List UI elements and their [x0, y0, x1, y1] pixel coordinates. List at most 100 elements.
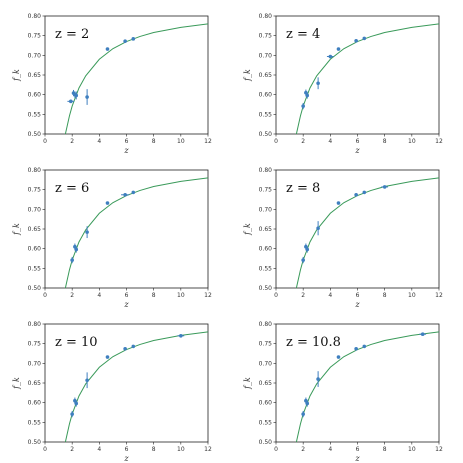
y-axis-label: f_k: [243, 377, 252, 390]
x-tick-label: 2: [70, 138, 74, 145]
x-tick-label: 6: [125, 292, 129, 299]
x-tick-label: 10: [408, 292, 416, 299]
chart-panel: 0 2 4 6 8 10 12 0.50 0.55 0.60 0.65 0.70 0.75 0.80 z f_…: [12, 321, 212, 463]
data-point: [382, 185, 387, 189]
y-tick-label: 0.65: [259, 380, 273, 387]
data-point: [123, 39, 127, 43]
x-tick-label: 12: [204, 138, 212, 145]
y-tick-label: 0.60: [28, 246, 42, 253]
x-tick-label: 2: [301, 446, 305, 453]
data-point: [70, 412, 74, 416]
x-axis-label: z: [123, 300, 129, 309]
x-tick-label: 0: [274, 138, 278, 145]
x-tick-label: 12: [435, 138, 443, 145]
data-point: [336, 201, 341, 205]
panel-title: z = 4: [286, 27, 320, 42]
data-point: [336, 47, 341, 51]
data-point: [105, 355, 110, 359]
x-tick-label: 8: [383, 292, 387, 299]
y-tick-label: 0.80: [28, 167, 42, 174]
x-tick-label: 8: [383, 446, 387, 453]
x-tick-label: 8: [152, 292, 156, 299]
x-tick-label: 10: [408, 446, 416, 453]
y-tick-label: 0.55: [28, 419, 42, 426]
data-point: [336, 355, 341, 359]
x-axis-label: z: [123, 454, 129, 463]
x-tick-label: 2: [70, 292, 74, 299]
data-point: [362, 36, 367, 41]
y-tick-label: 0.70: [28, 206, 42, 213]
fit-curve: [64, 23, 209, 135]
y-tick-label: 0.70: [28, 360, 42, 367]
x-tick-label: 6: [125, 446, 129, 453]
data-point: [354, 346, 358, 351]
y-tick-label: 0.80: [259, 167, 273, 174]
panel-title: z = 8: [286, 181, 320, 196]
y-tick-label: 0.50: [28, 285, 42, 292]
data-point: [131, 37, 136, 41]
y-axis-label: f_k: [12, 223, 21, 236]
x-tick-label: 10: [177, 446, 185, 453]
y-tick-label: 0.65: [28, 226, 42, 233]
x-tick-label: 6: [356, 138, 360, 145]
data-point: [420, 332, 425, 337]
y-tick-label: 0.65: [259, 72, 273, 79]
data-point: [305, 247, 310, 252]
x-tick-label: 4: [97, 446, 101, 453]
x-tick-label: 10: [408, 138, 416, 145]
y-tick-label: 0.75: [28, 341, 42, 348]
x-tick-label: 2: [301, 138, 305, 145]
data-point: [70, 258, 74, 262]
y-tick-label: 0.75: [259, 341, 273, 348]
chart-panel: 0 2 4 6 8 10 12 0.50 0.55 0.60 0.65 0.70 0.75 0.80 z f_…: [12, 13, 212, 155]
x-tick-label: 6: [356, 446, 360, 453]
data-point: [74, 93, 79, 98]
x-tick-label: 4: [328, 292, 332, 299]
data-point: [74, 247, 79, 252]
x-tick-label: 0: [43, 446, 47, 453]
x-tick-label: 4: [328, 138, 332, 145]
y-axis-label: f_k: [12, 377, 21, 390]
data-point: [328, 54, 333, 59]
panel-title: z = 10.8: [286, 335, 341, 350]
data-point: [301, 104, 305, 108]
chart-panel: 0 2 4 6 8 10 12 0.50 0.55 0.60 0.65 0.70 0.75 0.80 z f_…: [243, 167, 443, 309]
y-tick-label: 0.50: [259, 439, 273, 446]
x-axis-label: z: [123, 146, 129, 155]
data-point: [301, 258, 305, 262]
y-tick-label: 0.70: [259, 206, 273, 213]
x-axis-label: z: [354, 300, 360, 309]
data-point: [316, 377, 320, 381]
y-axis-label: f_k: [12, 69, 21, 82]
data-point: [131, 344, 136, 349]
data-point: [362, 344, 367, 349]
data-point: [105, 201, 110, 205]
data-point: [69, 99, 73, 104]
y-tick-label: 0.60: [28, 400, 42, 407]
x-tick-label: 12: [435, 446, 443, 453]
y-tick-label: 0.80: [259, 321, 273, 328]
y-tick-label: 0.70: [259, 360, 273, 367]
y-tick-label: 0.50: [28, 131, 42, 138]
y-tick-label: 0.55: [28, 111, 42, 118]
y-tick-label: 0.75: [259, 33, 273, 40]
y-tick-label: 0.75: [259, 187, 273, 194]
data-point: [354, 38, 358, 43]
x-tick-label: 0: [43, 292, 47, 299]
data-point: [354, 192, 358, 197]
y-tick-label: 0.70: [259, 52, 273, 59]
panel-title: z = 10: [55, 335, 98, 350]
y-tick-label: 0.75: [28, 33, 42, 40]
y-tick-label: 0.60: [28, 92, 42, 99]
x-tick-label: 12: [204, 446, 212, 453]
x-tick-label: 8: [383, 138, 387, 145]
data-point: [301, 412, 305, 416]
x-tick-label: 12: [435, 292, 443, 299]
data-point: [123, 346, 127, 351]
panel-title: z = 6: [55, 181, 89, 196]
x-tick-label: 4: [97, 292, 101, 299]
y-tick-label: 0.80: [28, 13, 42, 20]
data-point: [316, 226, 320, 231]
y-tick-label: 0.70: [28, 52, 42, 59]
x-axis-label: z: [354, 454, 360, 463]
